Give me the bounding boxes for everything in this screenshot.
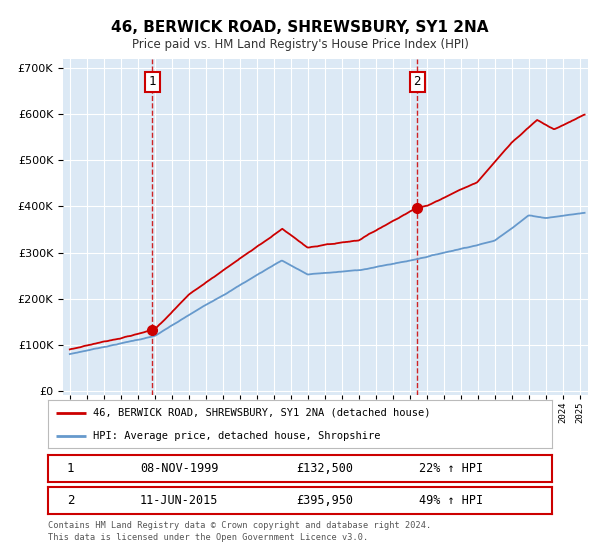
Text: £132,500: £132,500 (297, 461, 354, 475)
Text: 22% ↑ HPI: 22% ↑ HPI (419, 461, 483, 475)
Text: Price paid vs. HM Land Registry's House Price Index (HPI): Price paid vs. HM Land Registry's House … (131, 38, 469, 50)
Text: 46, BERWICK ROAD, SHREWSBURY, SY1 2NA (detached house): 46, BERWICK ROAD, SHREWSBURY, SY1 2NA (d… (94, 408, 431, 418)
Text: 46, BERWICK ROAD, SHREWSBURY, SY1 2NA: 46, BERWICK ROAD, SHREWSBURY, SY1 2NA (111, 20, 489, 35)
Text: 08-NOV-1999: 08-NOV-1999 (140, 461, 218, 475)
Text: 2: 2 (67, 493, 74, 507)
Text: 11-JUN-2015: 11-JUN-2015 (140, 493, 218, 507)
Text: This data is licensed under the Open Government Licence v3.0.: This data is licensed under the Open Gov… (48, 533, 368, 542)
Text: 1: 1 (149, 76, 156, 88)
Text: HPI: Average price, detached house, Shropshire: HPI: Average price, detached house, Shro… (94, 431, 381, 441)
Text: £395,950: £395,950 (297, 493, 354, 507)
Text: 1: 1 (67, 461, 74, 475)
Text: Contains HM Land Registry data © Crown copyright and database right 2024.: Contains HM Land Registry data © Crown c… (48, 521, 431, 530)
Text: 49% ↑ HPI: 49% ↑ HPI (419, 493, 483, 507)
Text: 2: 2 (413, 76, 421, 88)
